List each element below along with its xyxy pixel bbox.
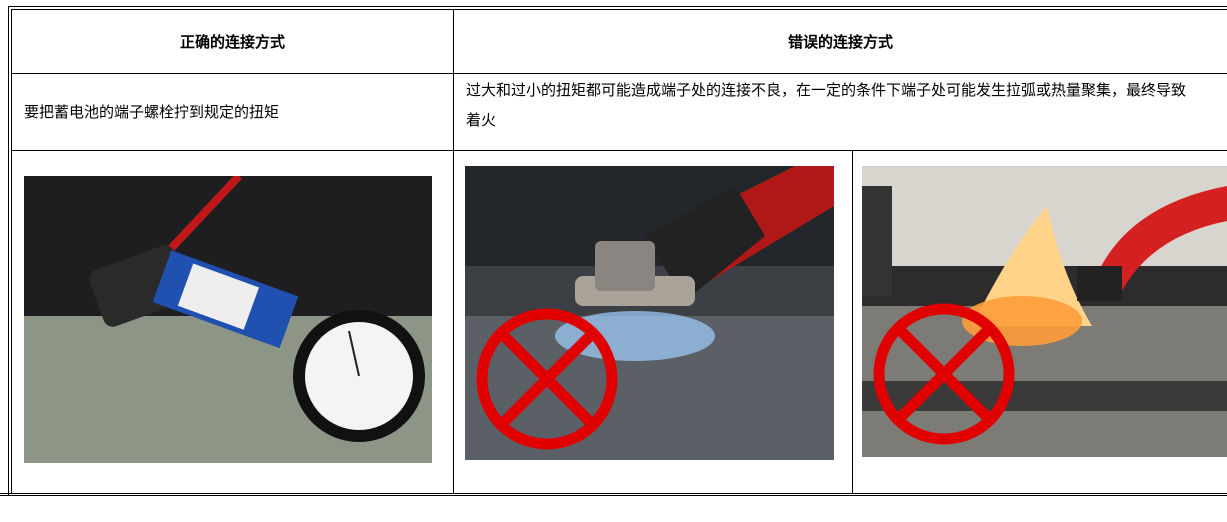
photo-torque-wrench bbox=[24, 176, 432, 463]
cell-text: 过大和过小的扭矩都可能造成端子处的连接不良，在一定的条件下端子处可能发生拉弧或热… bbox=[466, 81, 1187, 129]
photo-arc bbox=[465, 166, 834, 460]
border bbox=[8, 6, 1227, 7]
header-cell: 错误的连接方式 bbox=[787, 33, 893, 51]
photo-fire bbox=[862, 166, 1227, 457]
border bbox=[852, 150, 853, 493]
border bbox=[0, 493, 1227, 494]
border bbox=[0, 495, 1227, 496]
border bbox=[11, 9, 1227, 10]
border bbox=[453, 9, 454, 493]
border bbox=[11, 150, 1227, 151]
header-cell: 正确的连接方式 bbox=[179, 33, 285, 51]
border bbox=[8, 6, 9, 495]
cell-text: 要把蓄电池的端子螺栓拧到规定的扭矩 bbox=[24, 103, 280, 121]
border bbox=[11, 9, 12, 493]
border bbox=[11, 73, 1227, 74]
